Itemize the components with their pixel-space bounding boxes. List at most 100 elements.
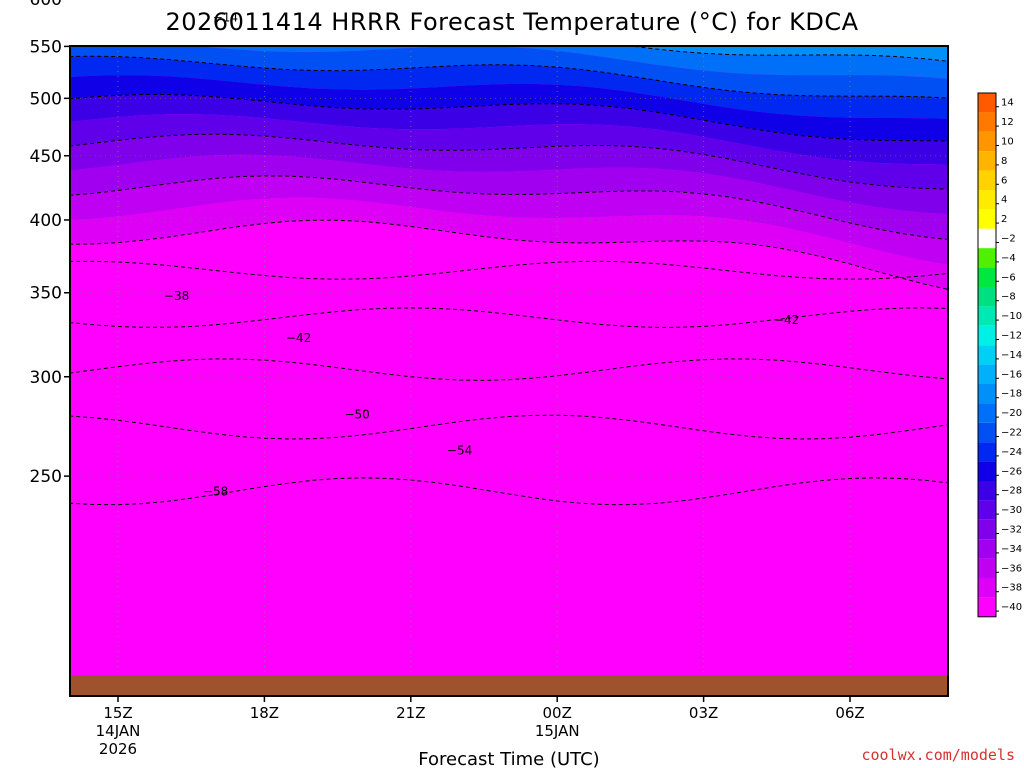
temp-band--18 (631, 46, 948, 62)
temp-band--30 (70, 114, 948, 190)
colorbar-swatch (978, 558, 996, 578)
colorbar-label: −36 (1001, 563, 1022, 574)
plot-frame (69, 45, 949, 697)
contour-labels: −58−54−50−42−42−38−14−10−6−6−2−226610 (164, 10, 799, 499)
y-tick-label: 550 (30, 37, 62, 57)
temp-band--36 (70, 175, 948, 265)
y-tick-label: 600 (30, 0, 62, 10)
colorbar-label: 8 (1001, 156, 1007, 167)
temp-band--32 (70, 134, 948, 215)
x-axis-label: Forecast Time (UTC) (418, 749, 599, 768)
colorbar-label: −28 (1001, 486, 1022, 497)
colorbar-label: −4 (1001, 253, 1016, 264)
colorbar-label: 12 (1001, 117, 1014, 128)
colorbar-swatch (978, 539, 996, 559)
colorbar-swatch (978, 306, 996, 326)
colorbar-swatch (978, 209, 996, 229)
grid-lines (70, 46, 948, 696)
temp-band--24 (70, 56, 948, 119)
colorbar-label: −8 (1001, 292, 1016, 303)
isotherm--26 (70, 94, 948, 142)
colorbar-label: −14 (1001, 350, 1022, 361)
y-tick-label: 450 (30, 147, 62, 167)
contour-label: −58 (203, 485, 228, 499)
colorbar-label: −30 (1001, 505, 1022, 516)
temp-band--34 (70, 154, 948, 240)
colorbar-swatch (978, 481, 996, 501)
x-tick-label: 03Z (689, 704, 718, 722)
x-tick-label: 00Z (543, 704, 572, 722)
y-axis: 2503003504004505005506006507007508008509… (30, 0, 70, 487)
x-tick-sublabel: 2026 (99, 740, 137, 758)
colorbar-swatch (978, 287, 996, 307)
colorbar-label: −6 (1001, 272, 1016, 283)
colorbar-label: −16 (1001, 369, 1022, 380)
colorbar-swatch (978, 190, 996, 210)
colorbar-label: −18 (1001, 389, 1022, 400)
colorbar-swatch (978, 267, 996, 287)
colorbar-label: −38 (1001, 583, 1022, 594)
contour-label: −42 (286, 331, 311, 345)
colorbar-label: 14 (1001, 98, 1014, 109)
colorbar-swatch (978, 461, 996, 481)
colorbar-frame (977, 92, 997, 618)
colorbar-swatch (978, 403, 996, 423)
colorbar-swatch (978, 325, 996, 346)
y-tick-label: 500 (30, 89, 62, 109)
colorbar-swatch (978, 578, 996, 598)
colorbar-legend: 14 12 10 8 6 4 2 −2 −4 −6 −8 −10 −12 −14 −16 −18 −20 −22 −… (977, 92, 1022, 618)
colorbar-swatch (978, 93, 996, 113)
colorbar-swatch (978, 248, 996, 268)
isotherm--54 (70, 414, 948, 440)
isotherm--30 (70, 133, 948, 190)
colorbar-swatch (978, 170, 996, 190)
y-tick-label: 300 (30, 368, 62, 388)
colorbar-swatch (978, 345, 996, 365)
colorbar-label: −26 (1001, 466, 1022, 477)
colorbar-label: −2 (1001, 234, 1016, 245)
isotherm--38 (70, 219, 948, 290)
y-tick-label: 350 (30, 284, 62, 304)
colorbar-label: −34 (1001, 544, 1022, 555)
y-tick-label: 250 (30, 467, 62, 487)
colorbar-swatch (978, 597, 996, 617)
ground-below-surface (70, 675, 948, 696)
colorbar-swatch (978, 228, 996, 249)
isotherm--58 (70, 477, 948, 506)
colorbar-swatch (978, 500, 996, 520)
temp-band--20 (194, 46, 948, 79)
y-tick-label: 400 (30, 211, 62, 231)
x-tick-label: 18Z (250, 704, 279, 722)
x-tick-label: 06Z (835, 704, 864, 722)
contour-label: −54 (447, 444, 472, 458)
chart-title: 2026011414 HRRR Forecast Temperature (°C… (165, 8, 858, 36)
colorbar-label: −24 (1001, 447, 1022, 458)
colorbar-label: −20 (1001, 408, 1022, 419)
colorbar-swatch (978, 519, 996, 540)
temp-band--38 (70, 197, 948, 290)
colorbar-swatch (978, 131, 996, 152)
colorbar-swatch (978, 112, 996, 132)
x-tick-sublabel: 15JAN (535, 722, 580, 740)
colorbar-label: −40 (1001, 602, 1022, 613)
colorbar-label: 10 (1001, 137, 1014, 148)
x-tick-sublabel: 14JAN (96, 722, 141, 740)
isotherm--50 (70, 358, 948, 381)
temp-band--22 (70, 46, 948, 98)
colorbar-label: −22 (1001, 428, 1022, 439)
colorbar-swatch (978, 364, 996, 384)
x-tick-label: 21Z (396, 704, 425, 722)
colorbar-label: −12 (1001, 331, 1022, 342)
contour-label: −38 (164, 289, 189, 303)
colorbar-swatch (978, 384, 996, 404)
colorbar-label: −32 (1001, 525, 1022, 536)
contour-lines (70, 46, 948, 506)
x-tick-label: 15Z (103, 704, 132, 722)
colorbar-label: 6 (1001, 175, 1007, 186)
contour-label: −42 (774, 313, 799, 327)
isotherm--34 (70, 175, 948, 240)
colorbar-label: 4 (1001, 195, 1007, 206)
colorbar-swatch (978, 151, 996, 171)
site-credit: coolwx.com/models (861, 746, 1015, 764)
